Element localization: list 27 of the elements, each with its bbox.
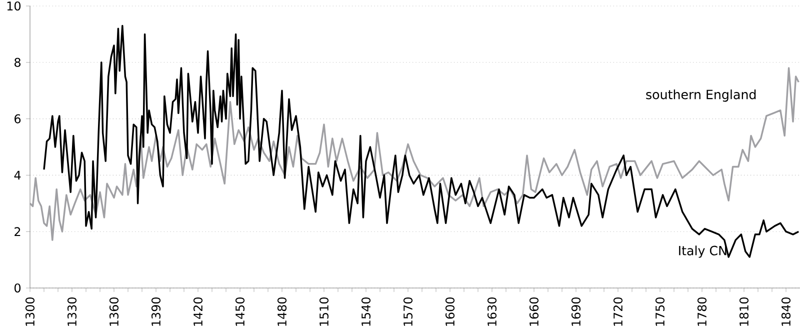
x-tick-label: 1450 [235, 297, 245, 326]
x-tick-label: 1750 [655, 297, 665, 326]
y-tick-label: 2 [14, 227, 20, 236]
y-tick-label: 6 [14, 114, 21, 124]
x-tick-label: 1480 [277, 297, 287, 326]
x-tick-label: 1300 [25, 297, 35, 326]
x-tick-label: 1360 [109, 297, 119, 326]
x-tick-label: 1630 [487, 297, 497, 326]
x-tick-label: 1810 [739, 297, 749, 326]
x-tick-label: 1510 [319, 297, 329, 326]
y-tick-label: 10 [7, 1, 21, 11]
x-tick-label: 1540 [361, 297, 371, 326]
x-tick-label: 1330 [67, 297, 77, 326]
line-series [43, 24, 800, 258]
series-label: southern England [646, 89, 756, 102]
x-tick-label: 1780 [697, 297, 707, 326]
y-tick-label: 4 [14, 170, 21, 180]
x-tick-label: 1690 [571, 297, 581, 326]
x-tick-label: 1720 [613, 297, 623, 326]
x-tick-label: 1390 [151, 297, 161, 326]
x-tick-label: 1660 [529, 297, 539, 326]
x-tick-label: 1570 [403, 297, 413, 326]
y-tick-label: 8 [14, 58, 21, 67]
x-tick-label: 1840 [781, 297, 791, 326]
x-tick-label: 1420 [193, 297, 203, 326]
y-tick-label: 0 [14, 283, 21, 293]
x-tick-label: 1600 [445, 297, 455, 326]
